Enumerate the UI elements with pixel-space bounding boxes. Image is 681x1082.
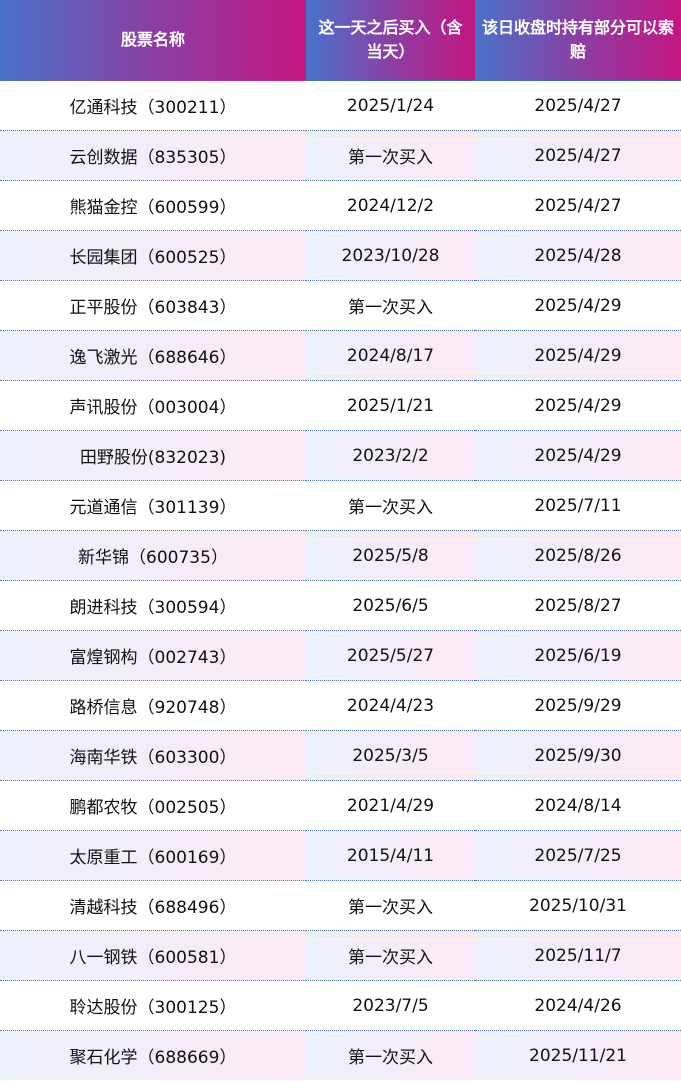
table-row: 逸飞激光（688646） 2024/8/17 2025/4/29: [0, 330, 681, 381]
buy-after-cell: 2025/1/24: [306, 80, 475, 131]
table-row: 正平股份（603843） 第一次买入 2025/4/29: [0, 280, 681, 331]
buy-after-cell: 2021/4/29: [306, 780, 475, 831]
buy-after-cell: 2015/4/11: [306, 830, 475, 881]
stock-name-cell: 熊猫金控（600599）: [0, 180, 306, 231]
buy-after-cell: 2025/3/5: [306, 730, 475, 781]
table-row: 元道通信（301139） 第一次买入 2025/7/11: [0, 480, 681, 531]
claim-date-cell: 2025/4/29: [475, 280, 681, 331]
stock-name-cell: 海南华铁（603300）: [0, 730, 306, 781]
table-row: 聆达股份（300125） 2023/7/5 2024/4/26: [0, 980, 681, 1031]
buy-after-cell: 第一次买入: [306, 930, 475, 981]
claim-date-cell: 2025/4/27: [475, 80, 681, 131]
buy-after-cell: 第一次买入: [306, 130, 475, 181]
claim-date-cell: 2025/4/29: [475, 380, 681, 431]
claim-date-cell: 2025/7/11: [475, 480, 681, 531]
header-row: 股票名称 这一天之后买入（含当天） 该日收盘时持有部分可以索赔: [0, 0, 681, 81]
header-claim-date: 该日收盘时持有部分可以索赔: [475, 0, 681, 81]
claim-date-cell: 2025/4/29: [475, 330, 681, 381]
table-row: 富煌钢构（002743） 2025/5/27 2025/6/19: [0, 630, 681, 681]
buy-after-cell: 第一次买入: [306, 480, 475, 531]
table-row: 熊猫金控（600599） 2024/12/2 2025/4/27: [0, 180, 681, 231]
stock-name-cell: 朗进科技（300594）: [0, 580, 306, 631]
stock-name-cell: 鹏都农牧（002505）: [0, 780, 306, 831]
stock-name-cell: 声讯股份（003004）: [0, 380, 306, 431]
claim-date-cell: 2025/8/27: [475, 580, 681, 631]
claim-date-cell: 2025/4/28: [475, 230, 681, 281]
table-row: 聚石化学（688669） 第一次买入 2025/11/21: [0, 1030, 681, 1080]
claim-date-cell: 2025/6/19: [475, 630, 681, 681]
table-row: 声讯股份（003004） 2025/1/21 2025/4/29: [0, 380, 681, 431]
table-row: 太原重工（600169） 2015/4/11 2025/7/25: [0, 830, 681, 881]
claim-date-cell: 2025/11/7: [475, 930, 681, 981]
stock-name-cell: 太原重工（600169）: [0, 830, 306, 881]
buy-after-cell: 2025/5/8: [306, 530, 475, 581]
claim-date-cell: 2024/8/14: [475, 780, 681, 831]
stock-name-cell: 云创数据（835305）: [0, 130, 306, 181]
stock-name-cell: 正平股份（603843）: [0, 280, 306, 331]
stock-name-cell: 田野股份(832023): [0, 430, 306, 481]
claim-date-cell: 2025/9/29: [475, 680, 681, 731]
table-row: 八一钢铁（600581） 第一次买入 2025/11/7: [0, 930, 681, 981]
stock-name-cell: 逸飞激光（688646）: [0, 330, 306, 381]
claim-date-cell: 2025/4/27: [475, 180, 681, 231]
stock-name-cell: 亿通科技（300211）: [0, 80, 306, 131]
table-row: 新华锦（600735） 2025/5/8 2025/8/26: [0, 530, 681, 581]
table-row: 田野股份(832023) 2023/2/2 2025/4/29: [0, 430, 681, 481]
table-row: 路桥信息（920748） 2024/4/23 2025/9/29: [0, 680, 681, 731]
stock-name-cell: 聚石化学（688669）: [0, 1030, 306, 1080]
table-row: 鹏都农牧（002505） 2021/4/29 2024/8/14: [0, 780, 681, 831]
buy-after-cell: 2023/10/28: [306, 230, 475, 281]
stock-name-cell: 长园集团（600525）: [0, 230, 306, 281]
claim-date-cell: 2025/9/30: [475, 730, 681, 781]
stock-name-cell: 聆达股份（300125）: [0, 980, 306, 1031]
buy-after-cell: 2023/7/5: [306, 980, 475, 1031]
header-stock-name: 股票名称: [0, 0, 306, 81]
table-row: 清越科技（688496） 第一次买入 2025/10/31: [0, 880, 681, 931]
header-buy-after-date: 这一天之后买入（含当天）: [306, 0, 475, 81]
stock-name-cell: 元道通信（301139）: [0, 480, 306, 531]
buy-after-cell: 第一次买入: [306, 1030, 475, 1080]
claim-date-cell: 2025/4/29: [475, 430, 681, 481]
buy-after-cell: 2023/2/2: [306, 430, 475, 481]
stock-name-cell: 富煌钢构（002743）: [0, 630, 306, 681]
claim-date-cell: 2024/4/26: [475, 980, 681, 1031]
buy-after-cell: 2024/4/23: [306, 680, 475, 731]
claim-date-cell: 2025/7/25: [475, 830, 681, 881]
buy-after-cell: 第一次买入: [306, 280, 475, 331]
table-row: 云创数据（835305） 第一次买入 2025/4/27: [0, 130, 681, 181]
stock-name-cell: 八一钢铁（600581）: [0, 930, 306, 981]
claim-date-cell: 2025/11/21: [475, 1030, 681, 1080]
buy-after-cell: 2024/8/17: [306, 330, 475, 381]
buy-after-cell: 2025/6/5: [306, 580, 475, 631]
claim-date-cell: 2025/10/31: [475, 880, 681, 931]
table-row: 海南华铁（603300） 2025/3/5 2025/9/30: [0, 730, 681, 781]
buy-after-cell: 2025/1/21: [306, 380, 475, 431]
claim-date-cell: 2025/8/26: [475, 530, 681, 581]
buy-after-cell: 2025/5/27: [306, 630, 475, 681]
table-row: 长园集团（600525） 2023/10/28 2025/4/28: [0, 230, 681, 281]
stock-name-cell: 清越科技（688496）: [0, 880, 306, 931]
buy-after-cell: 第一次买入: [306, 880, 475, 931]
table-row: 亿通科技（300211） 2025/1/24 2025/4/27: [0, 80, 681, 131]
stock-name-cell: 新华锦（600735）: [0, 530, 306, 581]
claim-date-cell: 2025/4/27: [475, 130, 681, 181]
buy-after-cell: 2024/12/2: [306, 180, 475, 231]
stock-name-cell: 路桥信息（920748）: [0, 680, 306, 731]
table-row: 朗进科技（300594） 2025/6/5 2025/8/27: [0, 580, 681, 631]
